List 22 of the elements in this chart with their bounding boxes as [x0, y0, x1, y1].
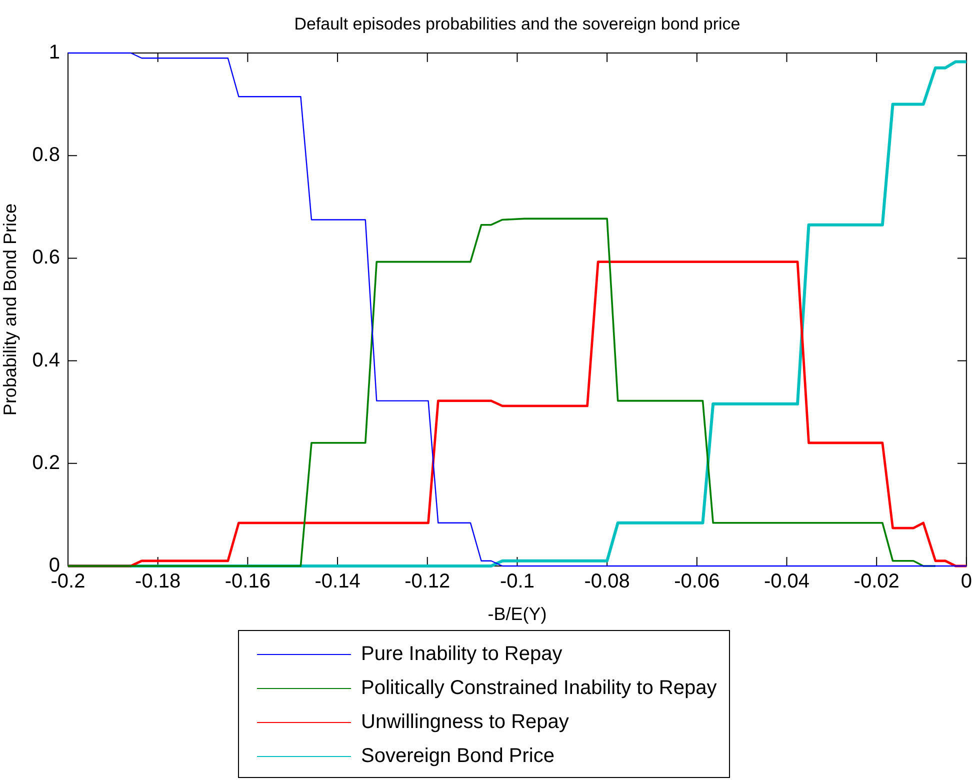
y-tick-label: 0.6: [32, 246, 60, 269]
x-tick-label: -0.04: [764, 570, 810, 593]
legend-label: Pure Inability to Repay: [361, 642, 562, 666]
x-tick-label: -0.12: [404, 570, 450, 593]
y-tick-label: 1: [48, 42, 60, 64]
y-tick-label: 0.8: [32, 144, 60, 166]
x-tick-label: -0.08: [584, 570, 630, 593]
legend-label: Unwillingness to Repay: [361, 710, 569, 734]
x-tick-label: -0.1: [500, 570, 534, 593]
chart-title: Default episodes probabilities and the sovereign bond price: [294, 14, 740, 34]
y-axis-title: Probability and Bond Price: [0, 203, 20, 416]
x-tick-label: -0.02: [854, 570, 900, 593]
x-tick-label: -0.06: [674, 570, 720, 593]
x-tick-label: -0.18: [135, 570, 181, 593]
legend-label: Politically Constrained Inability to Repay: [361, 676, 717, 700]
y-tick-label: 0.2: [32, 452, 60, 474]
legend-label: Sovereign Bond Price: [361, 744, 554, 768]
x-axis-title: -B/E(Y): [488, 604, 547, 624]
x-tick-label: 0: [960, 570, 972, 593]
x-tick-label: -0.16: [224, 570, 270, 593]
x-tick-label: -0.14: [314, 570, 360, 593]
y-tick-label: 0.4: [32, 349, 60, 372]
